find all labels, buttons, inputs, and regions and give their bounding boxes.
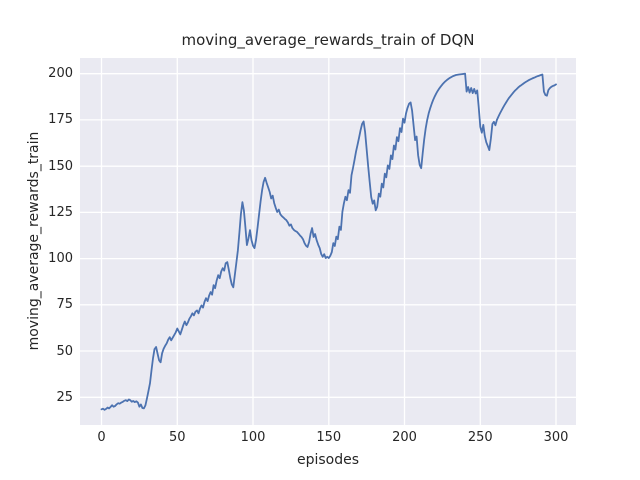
y-tick-label: 125 <box>48 204 73 220</box>
x-tick-label: 0 <box>97 430 106 445</box>
plot-area <box>80 58 576 425</box>
x-tick-label: 100 <box>240 430 266 445</box>
chart-title: moving_average_rewards_train of DQN <box>181 31 475 49</box>
plot-svg <box>80 58 576 425</box>
y-tick-label: 100 <box>48 251 73 267</box>
y-tick-label: 75 <box>56 297 73 313</box>
x-tick-label: 200 <box>392 430 417 445</box>
x-tick-label: 300 <box>543 430 569 445</box>
x-tick-label: 50 <box>168 430 186 445</box>
reward-line-series <box>100 72 557 411</box>
y-tick-labels: 25 50 75 100 125 150 175 200 <box>0 58 73 425</box>
gridlines <box>80 58 576 425</box>
y-axis-label-text: moving_average_rewards_train <box>26 131 42 351</box>
x-tick-labels: 0 50 100 150 200 250 300 <box>80 430 576 446</box>
y-tick-label: 25 <box>56 389 73 405</box>
x-tick-label: 250 <box>467 430 493 445</box>
y-tick-label: 175 <box>48 112 73 128</box>
y-tick-label: 200 <box>48 66 73 82</box>
x-tick-label: 150 <box>316 430 342 445</box>
x-axis-label: episodes <box>296 452 360 468</box>
y-tick-label: 150 <box>48 158 73 174</box>
y-tick-label: 50 <box>56 343 73 359</box>
